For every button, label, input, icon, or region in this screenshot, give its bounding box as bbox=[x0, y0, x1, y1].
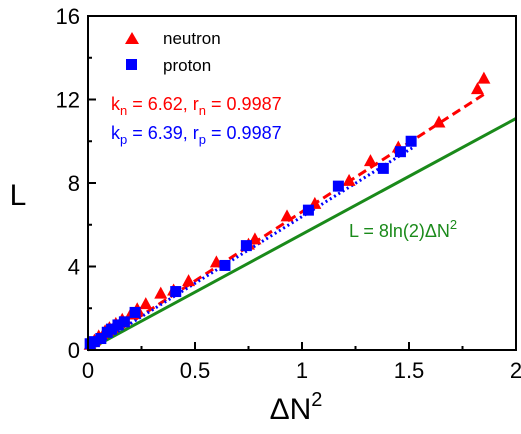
proton-point bbox=[332, 180, 344, 192]
reference-line bbox=[87, 117, 517, 352]
proton-k-subscript: p bbox=[120, 132, 127, 147]
x-tick-label: 2 bbox=[510, 358, 521, 383]
proton-point bbox=[377, 162, 389, 174]
x-tick-label: 0 bbox=[82, 358, 94, 383]
legend: neutron proton bbox=[125, 29, 221, 75]
reference-line-sup: 2 bbox=[450, 217, 457, 232]
neutron-point bbox=[342, 173, 356, 186]
legend-marker-proton bbox=[126, 59, 137, 70]
proton-point bbox=[219, 259, 231, 271]
proton-series bbox=[84, 135, 417, 350]
x-axis-title-main: ΔN bbox=[270, 393, 312, 426]
proton-r-symbol: r bbox=[193, 123, 199, 143]
x-axis-title: ΔN2 bbox=[270, 389, 323, 426]
y-tick-label: 8 bbox=[68, 171, 80, 196]
neutron-point bbox=[363, 154, 377, 167]
neutron-point bbox=[139, 297, 153, 310]
x-tick-label: 0.5 bbox=[180, 358, 211, 383]
neutron-k-symbol: k bbox=[111, 94, 121, 114]
neutron-k-value: = 6.62, bbox=[127, 94, 193, 114]
proton-k-symbol: k bbox=[111, 123, 121, 143]
proton-r-subscript: p bbox=[199, 132, 206, 147]
x-tick-label: 1 bbox=[296, 358, 308, 383]
reference-line-annotation: L = 8ln(2)ΔN2 bbox=[349, 217, 457, 241]
proton-k-value: = 6.39, bbox=[127, 123, 193, 143]
data-layer bbox=[83, 71, 517, 352]
plot-frame bbox=[87, 15, 517, 351]
proton-point bbox=[394, 146, 406, 158]
neutron-point bbox=[470, 82, 484, 95]
neutron-r-symbol: r bbox=[193, 94, 199, 114]
proton-point bbox=[118, 316, 130, 328]
neutron-fit-line bbox=[87, 91, 487, 352]
neutron-k-subscript: n bbox=[120, 103, 127, 118]
x-axis-title-sup: 2 bbox=[311, 389, 322, 411]
proton-point bbox=[240, 240, 252, 252]
proton-point bbox=[405, 135, 417, 147]
axis-ticks: 0 0.5 1 1.5 2 0 4 8 12 16 bbox=[56, 4, 521, 383]
neutron-r-subscript: n bbox=[199, 103, 206, 118]
proton-fit-annotation: kp = 6.39, rp = 0.9987 bbox=[111, 123, 282, 147]
neutron-point bbox=[182, 274, 196, 287]
x-tick-label: 1.5 bbox=[394, 358, 425, 383]
neutron-point bbox=[280, 209, 294, 222]
proton-point bbox=[106, 323, 118, 335]
proton-point bbox=[88, 336, 100, 348]
neutron-point bbox=[477, 71, 491, 84]
legend-label-proton: proton bbox=[163, 56, 211, 75]
neutron-point bbox=[432, 115, 446, 128]
legend-marker-neutron bbox=[125, 32, 139, 44]
neutron-fit-annotation: kn = 6.62, rn = 0.9987 bbox=[111, 94, 282, 118]
y-tick-label: 0 bbox=[68, 338, 80, 363]
proton-point bbox=[302, 204, 314, 216]
y-tick-label: 4 bbox=[68, 255, 80, 280]
proton-r-value: = 0.9987 bbox=[206, 123, 282, 143]
proton-point bbox=[95, 333, 107, 345]
y-axis-title: L bbox=[10, 179, 27, 212]
proton-point bbox=[129, 306, 141, 318]
y-tick-label: 16 bbox=[56, 4, 80, 29]
y-tick-label: 12 bbox=[56, 88, 80, 113]
neutron-r-value: = 0.9987 bbox=[206, 94, 282, 114]
reference-line-text: L = 8ln(2)ΔN bbox=[349, 221, 450, 241]
neutron-point bbox=[154, 286, 168, 299]
proton-point bbox=[170, 286, 182, 298]
proton-point bbox=[112, 319, 124, 331]
legend-label-neutron: neutron bbox=[163, 29, 221, 48]
